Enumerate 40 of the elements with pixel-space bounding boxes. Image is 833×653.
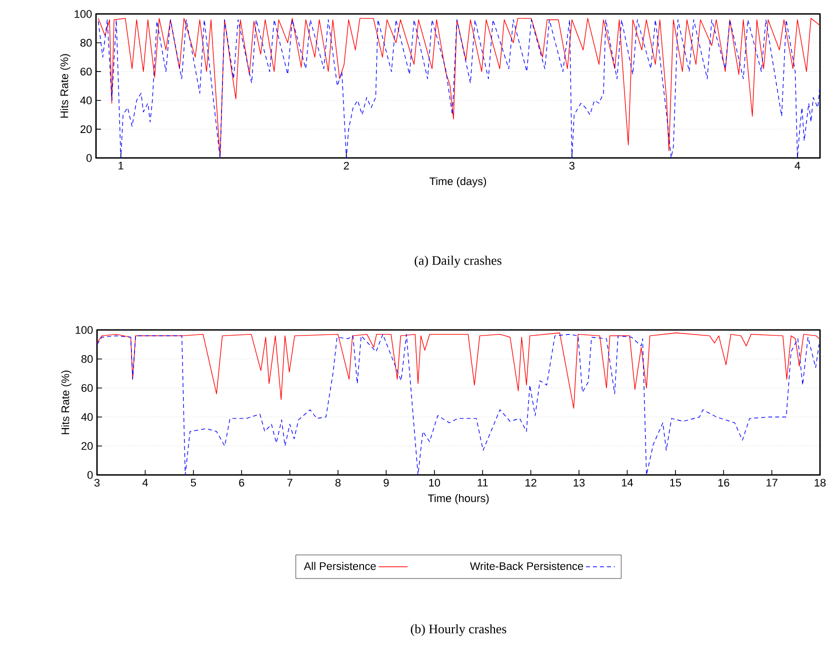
x-tick-label: 10 bbox=[429, 478, 440, 487]
x-tick-label: 13 bbox=[574, 478, 585, 487]
x-tick-label: 3 bbox=[94, 478, 100, 487]
x-tick-label: 16 bbox=[718, 478, 730, 487]
y-tick-label: 100 bbox=[74, 10, 92, 18]
x-tick-label: 4 bbox=[794, 162, 800, 170]
legend-label: All Persistence bbox=[304, 562, 376, 570]
y-axis-title: Hits Rate (%) bbox=[60, 54, 70, 118]
x-tick-label: 6 bbox=[239, 478, 244, 487]
x-tick-label: 17 bbox=[766, 478, 778, 486]
x-tick-label: 8 bbox=[335, 478, 341, 487]
x-tick-label: 15 bbox=[670, 478, 682, 486]
x-axis-title: Time (days) bbox=[430, 177, 486, 188]
x-axis-title: Time (hours) bbox=[428, 494, 489, 504]
text: (b) Hourly crashes bbox=[410, 624, 506, 636]
y-tick-label: 60 bbox=[82, 384, 93, 392]
y-tick-label: 80 bbox=[81, 355, 93, 363]
x-tick-label: 12 bbox=[526, 478, 536, 486]
y-tick-label: 20 bbox=[80, 125, 92, 134]
y-tick-label: 40 bbox=[80, 96, 92, 104]
y-tick-label: 20 bbox=[82, 442, 93, 450]
x-tick-label: 4 bbox=[142, 478, 148, 486]
x-tick-label: 7 bbox=[287, 478, 292, 486]
x-tick-label: 14 bbox=[622, 478, 633, 486]
x-tick-label: 9 bbox=[384, 478, 389, 487]
x-tick-label: 18 bbox=[814, 478, 826, 487]
text: (a) Daily crashes bbox=[414, 256, 502, 268]
y-tick-label: 100 bbox=[76, 326, 93, 334]
y-tick-label: 40 bbox=[81, 413, 93, 421]
x-tick-label: 5 bbox=[190, 478, 196, 486]
y-tick-label: 60 bbox=[80, 68, 92, 76]
x-tick-label: 3 bbox=[569, 162, 574, 170]
x-tick-label: 2 bbox=[344, 162, 349, 170]
y-axis-title: Hits Rate (%) bbox=[61, 370, 72, 434]
legend-label: Write-Back Persistence bbox=[470, 562, 584, 570]
y-tick-label: 80 bbox=[80, 38, 92, 47]
x-tick-label: 1 bbox=[118, 162, 124, 170]
x-tick-label: 11 bbox=[478, 478, 488, 486]
y-tick-label: 0 bbox=[86, 154, 92, 162]
y-tick-label: 0 bbox=[87, 471, 93, 479]
